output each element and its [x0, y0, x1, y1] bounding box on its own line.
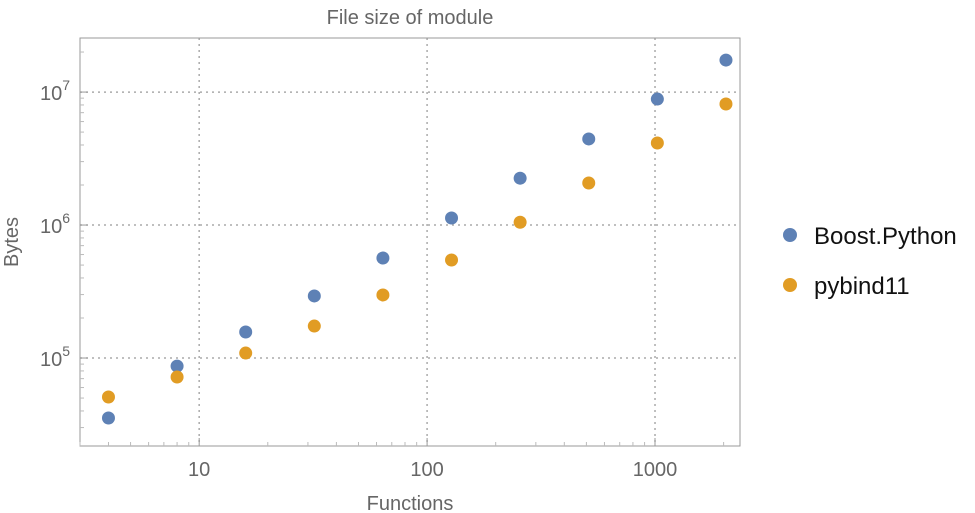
legend-marker	[783, 278, 797, 292]
point-pybind11	[376, 288, 390, 302]
point-pybind11	[582, 176, 596, 190]
y-tick-label: 105	[40, 343, 70, 371]
legend-marker	[783, 228, 797, 242]
legend: Boost.Python pybind11	[783, 223, 957, 300]
point-pybind11	[101, 390, 115, 404]
y-tick-exponent: 5	[62, 343, 70, 359]
y-tick-exponent: 7	[62, 77, 70, 93]
y-tick-base: 10	[40, 216, 62, 238]
x-tick-label: 10	[188, 459, 210, 481]
legend-label: pybind11	[814, 273, 910, 300]
plot-frame	[79, 37, 741, 447]
point-boost-python	[719, 53, 733, 67]
point-pybind11	[513, 215, 527, 229]
point-boost-python	[307, 289, 321, 303]
y-axis-label: Bytes	[1, 217, 23, 267]
chart-title: File size of module	[327, 7, 494, 29]
legend-label: Boost.Python	[814, 223, 957, 250]
point-pybind11	[239, 346, 253, 360]
point-boost-python	[376, 251, 390, 265]
grid	[80, 38, 740, 446]
y-tick-exponent: 6	[62, 210, 70, 226]
y-tick-label: 107	[40, 77, 70, 105]
point-pybind11	[170, 370, 184, 384]
point-boost-python	[582, 132, 596, 146]
point-boost-python	[170, 359, 184, 373]
y-tick-label: 106	[40, 210, 70, 238]
point-boost-python	[101, 411, 115, 425]
point-pybind11	[445, 253, 459, 267]
point-boost-python	[650, 92, 664, 106]
x-axis-label: Functions	[367, 493, 454, 513]
y-tick-base: 10	[40, 349, 62, 371]
point-boost-python	[445, 211, 459, 225]
point-boost-python	[513, 171, 527, 185]
point-pybind11	[650, 136, 664, 150]
point-boost-python	[239, 325, 253, 339]
y-tick-base: 10	[40, 83, 62, 105]
x-tick-label: 1000	[633, 459, 678, 481]
point-pybind11	[307, 319, 321, 333]
points	[101, 53, 733, 425]
point-pybind11	[719, 97, 733, 111]
x-tick-label: 100	[410, 459, 443, 481]
